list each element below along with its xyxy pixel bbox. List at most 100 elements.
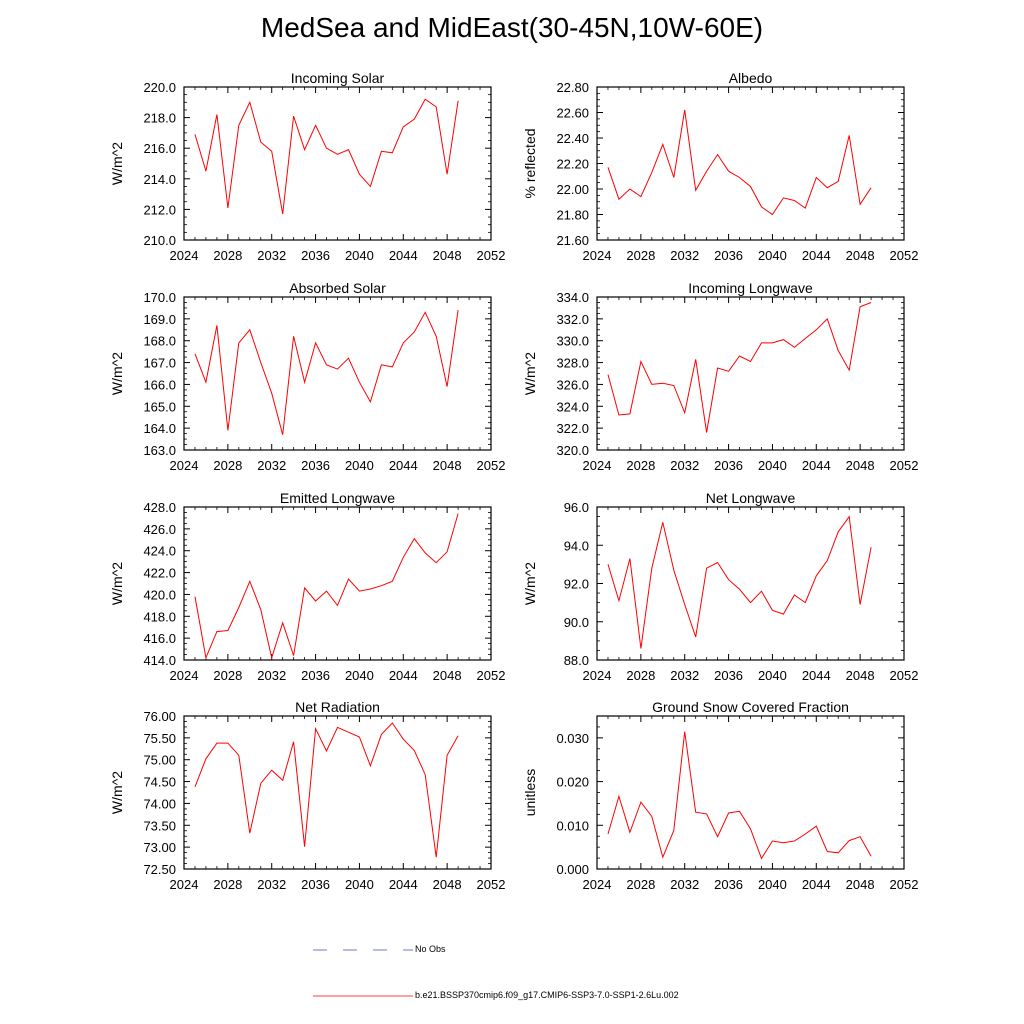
y-tick-label: 330.0 [556, 334, 589, 349]
x-tick-label: 2028 [213, 458, 242, 473]
x-tick-label: 2036 [714, 668, 743, 683]
panel-title: Albedo [729, 70, 773, 86]
x-tick-label: 2048 [433, 248, 462, 263]
x-tick-label: 2032 [257, 248, 286, 263]
x-tick-label: 2028 [213, 877, 242, 892]
panel-title: Incoming Longwave [688, 280, 813, 296]
series-line [194, 722, 459, 858]
x-tick-label: 2052 [890, 458, 919, 473]
x-tick-label: 2040 [758, 877, 787, 892]
panel-4: Incoming Longwave W/m^2 2024 2028 2032 2036 20… [522, 280, 918, 473]
series-line [194, 310, 459, 435]
y-tick-label: 74.50 [143, 775, 176, 790]
main-title: MedSea and MidEast(30-45N,10W-60E) [260, 12, 764, 43]
y-tick-label: 326.0 [556, 377, 589, 392]
y-tick-label: 328.0 [556, 356, 589, 371]
x-tick-label: 2024 [583, 458, 612, 473]
x-tick-label: 2052 [890, 248, 919, 263]
y-tick-label: 92.0 [564, 577, 589, 592]
y-tick-label: 322.0 [556, 421, 589, 436]
x-tick-label: 2052 [477, 877, 506, 892]
y-tick-label: 170.0 [143, 290, 176, 305]
y-tick-label: 416.0 [143, 631, 176, 646]
y-tick-label: 76.00 [143, 709, 176, 724]
x-tick-label: 2044 [389, 668, 418, 683]
x-tick-label: 2032 [257, 668, 286, 683]
y-tick-label: 90.0 [564, 615, 589, 630]
y-axis-label: W/m^2 [522, 562, 538, 605]
x-tick-label: 2024 [583, 877, 612, 892]
y-tick-label: 21.80 [556, 208, 589, 223]
y-tick-label: 428.0 [143, 500, 176, 515]
x-tick-label: 2040 [345, 877, 374, 892]
panel-title: Incoming Solar [291, 70, 385, 86]
x-tick-label: 2028 [626, 668, 655, 683]
y-tick-label: 334.0 [556, 290, 589, 305]
series-line [607, 109, 872, 216]
x-tick-label: 2024 [170, 248, 199, 263]
x-tick-label: 2048 [846, 458, 875, 473]
x-tick-label: 2048 [846, 248, 875, 263]
x-tick-label: 2032 [257, 877, 286, 892]
y-axis-label: W/m^2 [109, 771, 125, 814]
panel-5: Emitted Longwave W/m^2 2024 2028 2032 2036 204… [109, 490, 505, 683]
y-tick-label: 73.50 [143, 818, 176, 833]
x-tick-label: 2040 [758, 458, 787, 473]
x-tick-label: 2028 [213, 248, 242, 263]
x-tick-label: 2028 [626, 248, 655, 263]
y-tick-label: 0.020 [556, 775, 589, 790]
y-tick-label: 0.030 [556, 731, 589, 746]
x-tick-label: 2044 [389, 248, 418, 263]
y-tick-label: 332.0 [556, 312, 589, 327]
y-tick-label: 324.0 [556, 399, 589, 414]
plot-frame [183, 506, 492, 661]
panel-3: Absorbed Solar W/m^2 2024 2028 2032 2036 2040 2… [109, 280, 505, 473]
y-tick-label: 320.0 [556, 443, 589, 458]
y-tick-label: 418.0 [143, 609, 176, 624]
plot-frame [183, 715, 492, 870]
panel-7: Net Radiation W/m^2 2024 2028 2032 2036 2040 20… [109, 699, 505, 892]
x-tick-label: 2040 [345, 668, 374, 683]
y-tick-label: 414.0 [143, 653, 176, 668]
y-axis-label: unitless [522, 769, 538, 816]
panel-8: Ground Snow Covered Fraction unitless 2024… [522, 699, 918, 892]
y-tick-label: 0.000 [556, 862, 589, 877]
x-tick-label: 2024 [583, 248, 612, 263]
x-tick-label: 2040 [345, 458, 374, 473]
x-tick-label: 2044 [802, 877, 831, 892]
y-tick-label: 164.0 [143, 421, 176, 436]
y-tick-label: 212.0 [143, 202, 176, 217]
panel-title: Absorbed Solar [289, 280, 386, 296]
y-tick-label: 22.00 [556, 182, 589, 197]
y-tick-label: 74.00 [143, 796, 176, 811]
y-tick-label: 169.0 [143, 312, 176, 327]
y-axis-label: W/m^2 [522, 352, 538, 395]
y-tick-label: 96.0 [564, 500, 589, 515]
x-tick-label: 2032 [670, 458, 699, 473]
y-tick-label: 22.40 [556, 131, 589, 146]
y-axis-label: W/m^2 [109, 562, 125, 605]
x-tick-label: 2052 [477, 458, 506, 473]
panel-6: Net Longwave W/m^2 2024 2028 2032 2036 2040 204… [522, 490, 918, 683]
y-tick-label: 168.0 [143, 334, 176, 349]
y-tick-label: 214.0 [143, 172, 176, 187]
x-tick-label: 2052 [477, 248, 506, 263]
x-tick-label: 2024 [170, 458, 199, 473]
series-line [607, 302, 872, 433]
x-tick-label: 2048 [846, 668, 875, 683]
y-tick-label: 216.0 [143, 141, 176, 156]
panel-2: Albedo % reflected 2024 2028 2032 2036 2040 204… [522, 70, 918, 263]
y-tick-label: 72.50 [143, 862, 176, 877]
y-tick-label: 22.80 [556, 80, 589, 95]
series-line [194, 98, 459, 215]
y-tick-label: 21.60 [556, 233, 589, 248]
x-tick-label: 2048 [846, 877, 875, 892]
panel-title: Net Radiation [295, 699, 380, 715]
x-tick-label: 2040 [758, 668, 787, 683]
x-tick-label: 2040 [345, 248, 374, 263]
x-tick-label: 2024 [583, 668, 612, 683]
x-tick-label: 2024 [170, 877, 199, 892]
x-tick-label: 2028 [626, 877, 655, 892]
y-tick-label: 22.20 [556, 157, 589, 172]
plot-frame [596, 715, 905, 870]
